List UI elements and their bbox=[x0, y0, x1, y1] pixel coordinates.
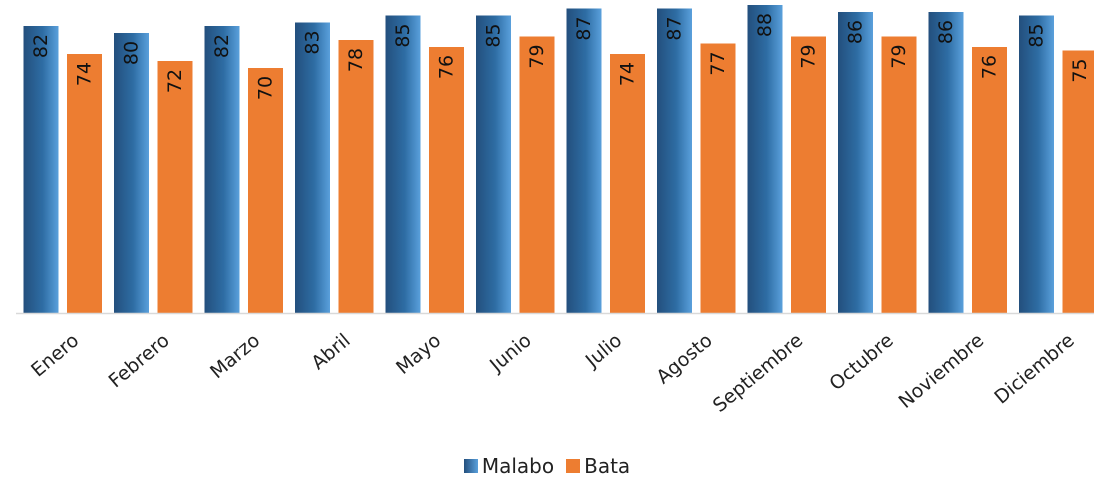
x-tick-label-mayo: Mayo bbox=[392, 329, 445, 379]
bar-chart: 82 74 80 72 82 70 83 78 85 76 85 79 87 74 87 77 88 79 86 79… bbox=[16, 5, 1094, 417]
data-label-bata-junio: 79 bbox=[526, 44, 548, 68]
x-tick-label-noviembre: Noviembre bbox=[895, 329, 989, 413]
data-label-malabo-febrero: 80 bbox=[121, 41, 143, 65]
x-tick-label-agosto: Agosto bbox=[652, 329, 716, 388]
data-label-bata-enero: 74 bbox=[74, 62, 96, 86]
bar-malabo-diciembre bbox=[1019, 15, 1054, 313]
bar-malabo-marzo bbox=[204, 26, 240, 313]
x-tick-label-julio: Julio bbox=[581, 329, 626, 372]
legend-swatch-malabo bbox=[463, 459, 478, 473]
bar-malabo-mayo bbox=[385, 15, 421, 313]
data-label-malabo-enero: 82 bbox=[30, 34, 52, 58]
x-tick-label-enero: Enero bbox=[27, 329, 83, 381]
bar-malabo-noviembre bbox=[928, 12, 964, 313]
data-label-bata-septiembre: 79 bbox=[798, 44, 820, 68]
data-label-bata-febrero: 72 bbox=[164, 69, 186, 93]
x-tick-label-octubre: Octubre bbox=[825, 329, 897, 395]
data-label-bata-octubre: 79 bbox=[888, 44, 910, 68]
bar-bata-agosto bbox=[700, 43, 736, 313]
bar-malabo-octubre bbox=[838, 12, 873, 313]
legend-label-bata: Bata bbox=[584, 454, 631, 478]
data-label-malabo-marzo: 82 bbox=[211, 34, 233, 58]
bar-malabo-abril bbox=[295, 22, 330, 313]
x-tick-label-septiembre: Septiembre bbox=[709, 329, 807, 416]
legend-item-malabo: Malabo bbox=[463, 454, 555, 478]
data-label-malabo-noviembre: 86 bbox=[935, 20, 957, 44]
x-tick-label-diciembre: Diciembre bbox=[990, 329, 1078, 408]
bar-bata-junio bbox=[519, 36, 555, 313]
data-label-bata-julio: 74 bbox=[617, 62, 639, 86]
bar-malabo-febrero bbox=[114, 33, 149, 313]
bar-bata-marzo bbox=[248, 68, 283, 313]
data-label-malabo-agosto: 87 bbox=[664, 16, 686, 40]
data-label-malabo-septiembre: 88 bbox=[754, 13, 776, 37]
bar-bata-mayo bbox=[429, 47, 464, 313]
data-label-malabo-mayo: 85 bbox=[392, 23, 414, 47]
bar-malabo-junio bbox=[476, 15, 511, 313]
legend: Malabo Bata bbox=[0, 454, 1094, 478]
data-label-bata-noviembre: 76 bbox=[979, 55, 1001, 79]
data-label-malabo-diciembre: 85 bbox=[1026, 23, 1048, 47]
data-label-bata-mayo: 76 bbox=[436, 55, 458, 79]
bar-malabo-septiembre bbox=[747, 5, 783, 313]
x-tick-label-abril: Abril bbox=[307, 329, 354, 374]
x-tick-label-junio: Junio bbox=[485, 329, 536, 376]
data-label-bata-agosto: 77 bbox=[707, 51, 729, 75]
bar-malabo-agosto bbox=[657, 8, 692, 313]
bar-bata-julio bbox=[610, 54, 645, 313]
data-label-malabo-abril: 83 bbox=[302, 30, 324, 54]
bar-bata-octubre bbox=[881, 36, 917, 313]
legend-swatch-bata bbox=[566, 459, 581, 473]
data-label-malabo-julio: 87 bbox=[573, 16, 595, 40]
data-label-bata-abril: 78 bbox=[345, 48, 367, 72]
data-label-bata-diciembre: 75 bbox=[1069, 58, 1091, 82]
bars-layer: 82 74 80 72 82 70 83 78 85 76 85 79 87 74 87 77 88 79 86 79… bbox=[23, 5, 1094, 313]
data-label-malabo-junio: 85 bbox=[483, 23, 505, 47]
bar-bata-septiembre bbox=[791, 36, 826, 313]
data-label-bata-marzo: 70 bbox=[255, 76, 277, 100]
legend-item-bata: Bata bbox=[566, 454, 630, 478]
x-tick-label-febrero: Febrero bbox=[105, 329, 174, 392]
bar-malabo-julio bbox=[566, 8, 602, 313]
bar-bata-abril bbox=[338, 40, 374, 313]
bar-bata-noviembre bbox=[972, 47, 1007, 313]
bar-malabo-enero bbox=[23, 26, 59, 313]
data-label-malabo-octubre: 86 bbox=[845, 20, 867, 44]
x-tick-label-marzo: Marzo bbox=[206, 329, 264, 383]
bar-bata-enero bbox=[67, 54, 102, 313]
bar-bata-diciembre bbox=[1062, 50, 1094, 313]
x-tick-labels: Enero Febrero Marzo Abril Mayo Junio Julio Agos… bbox=[27, 329, 1079, 416]
legend-label-malabo: Malabo bbox=[481, 454, 555, 478]
bar-bata-febrero bbox=[157, 61, 193, 313]
